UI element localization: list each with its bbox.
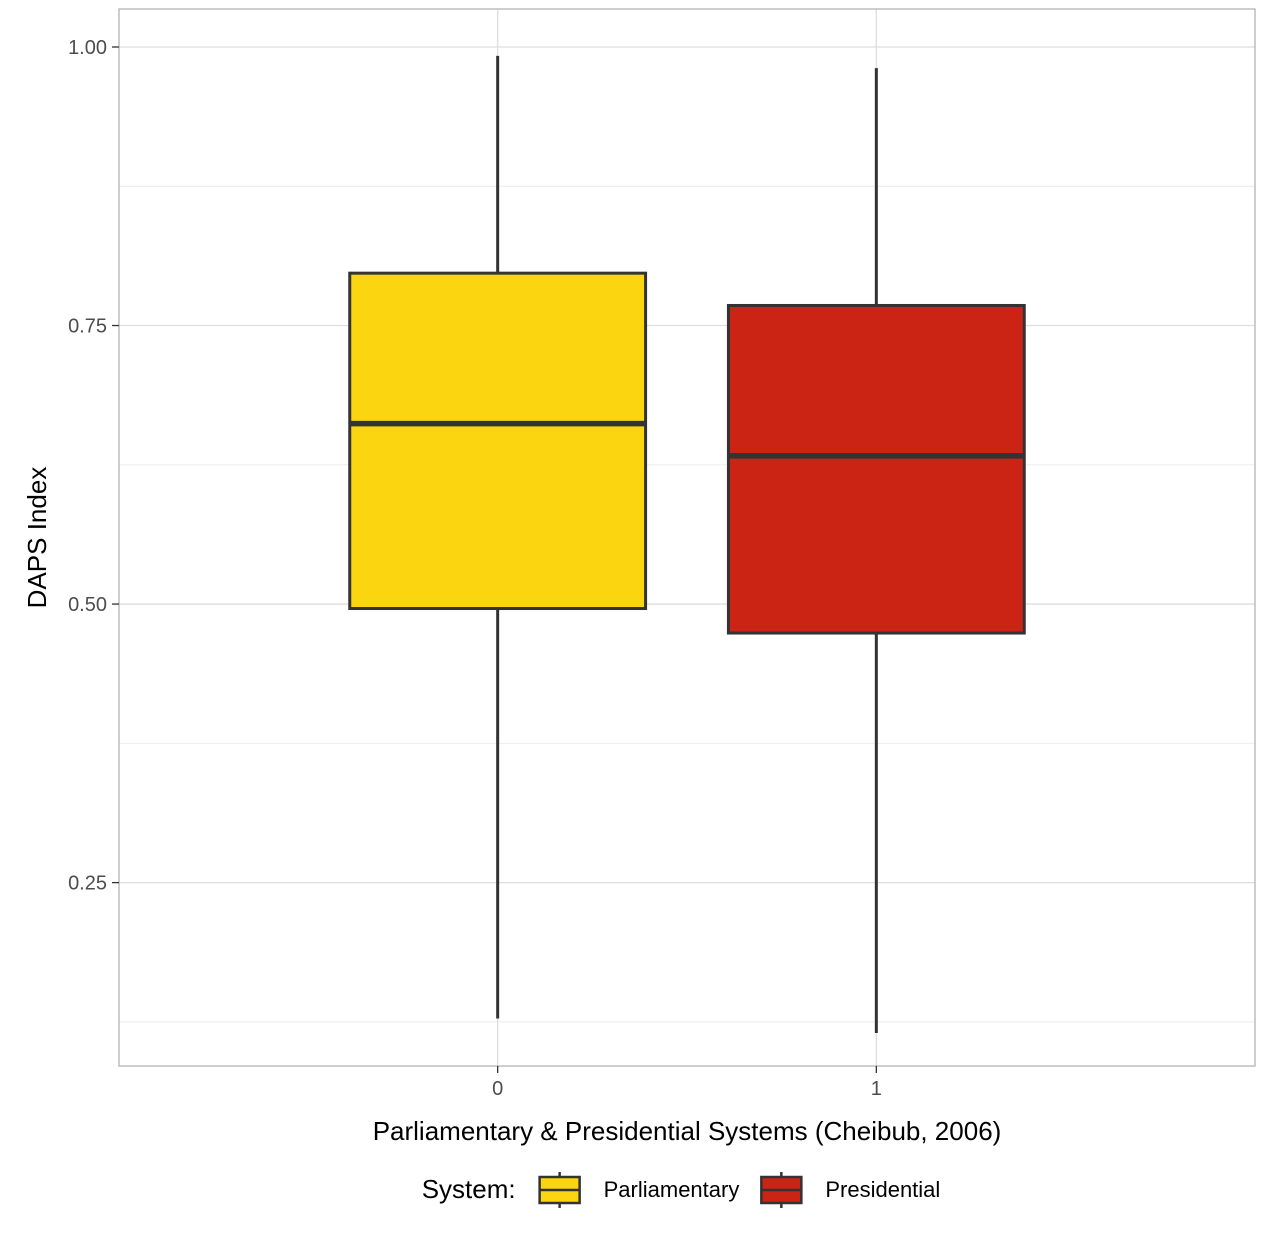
x-tick-label: 0	[492, 1078, 503, 1100]
legend: System: Parliamentary Presidential	[422, 1172, 940, 1208]
y-tick-label: 1.00	[68, 37, 107, 59]
box-body	[348, 271, 648, 611]
panel-border	[118, 8, 1256, 1067]
legend-label: Presidential	[825, 1177, 940, 1202]
legend-title: System:	[422, 1174, 516, 1204]
legend-label: Parliamentary	[604, 1177, 740, 1202]
legend-key	[538, 1172, 581, 1208]
y-tick-label: 0.75	[68, 316, 107, 338]
y-axis-ticks: 0.25 0.50 0.75 1.00	[68, 37, 119, 895]
x-axis-title: Parliamentary & Presidential Systems (Ch…	[373, 1116, 1002, 1146]
y-axis-title: DAPS Index	[22, 467, 52, 609]
box-1	[726, 68, 1026, 1034]
y-tick-label: 0.25	[68, 873, 107, 895]
x-tick-label: 1	[871, 1078, 882, 1100]
box-layer	[348, 55, 1026, 1034]
grid-minor	[119, 185, 1255, 1023]
legend-key	[760, 1172, 803, 1208]
box-body	[726, 303, 1026, 635]
y-tick-label: 0.50	[68, 594, 107, 616]
box-0	[348, 55, 648, 1019]
